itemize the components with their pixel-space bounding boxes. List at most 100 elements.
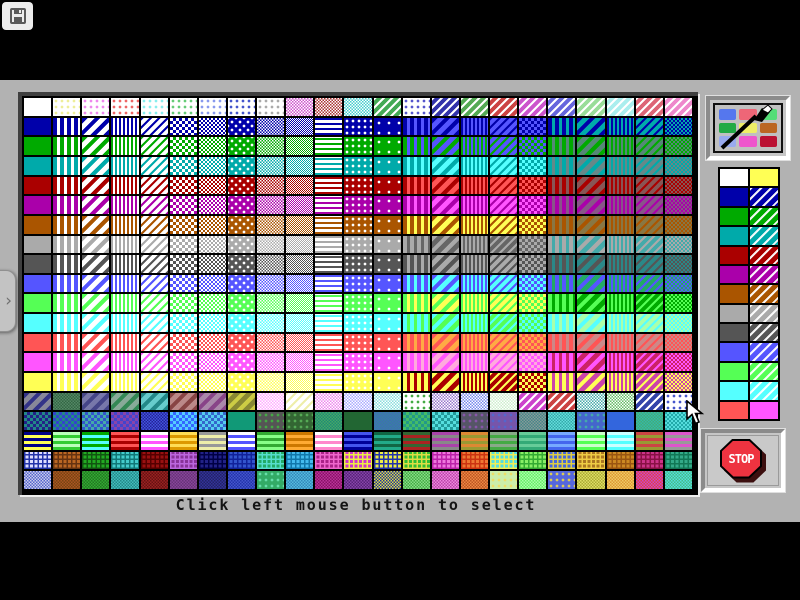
palette-swatch-solid[interactable]	[720, 188, 748, 206]
pattern-cell[interactable]	[460, 451, 489, 470]
pattern-cell[interactable]	[286, 294, 314, 313]
pattern-cell[interactable]	[460, 235, 489, 254]
pattern-cell[interactable]	[286, 274, 314, 293]
pattern-cell[interactable]	[198, 373, 226, 391]
pattern-cell[interactable]	[53, 294, 81, 313]
pattern-cell[interactable]	[140, 373, 168, 391]
pattern-cell[interactable]	[227, 373, 256, 391]
pattern-cell[interactable]	[82, 333, 110, 352]
pattern-cell[interactable]	[344, 392, 372, 411]
pattern-cell[interactable]	[169, 176, 197, 195]
pattern-cell[interactable]	[169, 333, 197, 352]
pattern-cell[interactable]	[606, 156, 634, 175]
pattern-cell[interactable]	[315, 98, 343, 116]
pattern-cell[interactable]	[24, 274, 52, 293]
pattern-cell[interactable]	[490, 137, 518, 155]
pattern-cell[interactable]	[490, 117, 518, 136]
pattern-cell[interactable]	[227, 432, 256, 450]
pattern-cell[interactable]	[257, 255, 285, 273]
pattern-cell[interactable]	[490, 176, 518, 195]
pattern-cell[interactable]	[519, 373, 547, 391]
pattern-cell[interactable]	[402, 137, 430, 155]
pattern-cell[interactable]	[431, 432, 459, 450]
pattern-cell[interactable]	[402, 373, 430, 391]
pattern-cell[interactable]	[286, 196, 314, 214]
pattern-cell[interactable]	[373, 235, 401, 254]
pattern-cell[interactable]	[577, 274, 605, 293]
pattern-cell[interactable]	[635, 196, 663, 214]
pattern-cell[interactable]	[431, 451, 459, 470]
pattern-cell[interactable]	[490, 373, 518, 391]
pattern-cell[interactable]	[548, 196, 576, 214]
pattern-cell[interactable]	[227, 196, 256, 214]
pattern-cell[interactable]	[198, 117, 226, 136]
pattern-cell[interactable]	[664, 333, 692, 352]
pattern-cell[interactable]	[548, 156, 576, 175]
pattern-cell[interactable]	[490, 353, 518, 372]
pattern-cell[interactable]	[548, 137, 576, 155]
pattern-cell[interactable]	[519, 215, 547, 234]
pattern-cell[interactable]	[24, 471, 52, 489]
pattern-cell[interactable]	[519, 274, 547, 293]
pattern-cell[interactable]	[606, 196, 634, 214]
pattern-cell[interactable]	[140, 176, 168, 195]
pattern-cell[interactable]	[227, 215, 256, 234]
pattern-cell[interactable]	[577, 255, 605, 273]
pattern-cell[interactable]	[24, 451, 52, 470]
palette-swatch-solid[interactable]	[720, 382, 748, 400]
pattern-cell[interactable]	[664, 255, 692, 273]
pattern-cell[interactable]	[490, 274, 518, 293]
pattern-cell[interactable]	[286, 117, 314, 136]
pattern-cell[interactable]	[257, 274, 285, 293]
pattern-cell[interactable]	[402, 98, 430, 116]
pattern-cell[interactable]	[431, 137, 459, 155]
pattern-cell[interactable]	[606, 451, 634, 470]
pattern-cell[interactable]	[111, 412, 139, 431]
pattern-cell[interactable]	[24, 98, 52, 116]
pattern-cell[interactable]	[111, 432, 139, 450]
pattern-cell[interactable]	[315, 373, 343, 391]
pattern-cell[interactable]	[606, 235, 634, 254]
pattern-cell[interactable]	[664, 373, 692, 391]
pattern-cell[interactable]	[227, 353, 256, 372]
pattern-cell[interactable]	[519, 255, 547, 273]
pattern-cell[interactable]	[519, 412, 547, 431]
palette-swatch-hatched[interactable]	[750, 207, 778, 226]
pattern-cell[interactable]	[548, 235, 576, 254]
pattern-cell[interactable]	[577, 137, 605, 155]
pattern-cell[interactable]	[315, 333, 343, 352]
pattern-cell[interactable]	[431, 196, 459, 214]
pattern-cell[interactable]	[606, 392, 634, 411]
pattern-cell[interactable]	[315, 274, 343, 293]
pattern-cell[interactable]	[664, 215, 692, 234]
pattern-cell[interactable]	[606, 432, 634, 450]
pattern-cell[interactable]	[635, 215, 663, 234]
palette-swatch-hatched[interactable]	[750, 343, 778, 361]
sidebar-expand-tab[interactable]: ›	[0, 270, 16, 332]
pattern-cell[interactable]	[519, 451, 547, 470]
pattern-cell[interactable]	[227, 392, 256, 411]
pattern-cell[interactable]	[198, 156, 226, 175]
pattern-cell[interactable]	[24, 137, 52, 155]
pattern-cell[interactable]	[82, 471, 110, 489]
palette-swatch-solid[interactable]	[720, 265, 748, 284]
pattern-cell[interactable]	[257, 98, 285, 116]
pattern-cell[interactable]	[53, 215, 81, 234]
palette-swatch-hatched[interactable]	[750, 227, 778, 245]
pattern-cell[interactable]	[577, 98, 605, 116]
palette-swatch-hatched[interactable]	[750, 265, 778, 284]
pattern-cell[interactable]	[431, 117, 459, 136]
pattern-cell[interactable]	[635, 432, 663, 450]
pattern-cell[interactable]	[519, 333, 547, 352]
pattern-cell[interactable]	[402, 392, 430, 411]
pattern-cell[interactable]	[548, 176, 576, 195]
pattern-cell[interactable]	[227, 176, 256, 195]
pattern-cell[interactable]	[402, 117, 430, 136]
pattern-cell[interactable]	[82, 98, 110, 116]
pattern-cell[interactable]	[257, 156, 285, 175]
pattern-cell[interactable]	[431, 255, 459, 273]
pattern-cell[interactable]	[286, 137, 314, 155]
palette-swatch-hatched[interactable]	[750, 382, 778, 400]
pattern-cell[interactable]	[315, 392, 343, 411]
pattern-cell[interactable]	[577, 176, 605, 195]
